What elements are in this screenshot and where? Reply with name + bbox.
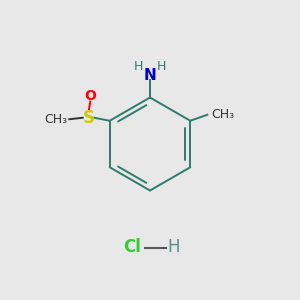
Text: Cl: Cl	[123, 238, 141, 256]
Text: CH₃: CH₃	[211, 108, 234, 121]
Text: CH₃: CH₃	[44, 113, 67, 126]
Text: H: H	[134, 60, 143, 73]
Text: H: H	[157, 60, 166, 73]
Text: N: N	[144, 68, 156, 82]
Text: O: O	[84, 89, 96, 103]
Text: S: S	[83, 109, 95, 127]
Text: H: H	[168, 238, 180, 256]
